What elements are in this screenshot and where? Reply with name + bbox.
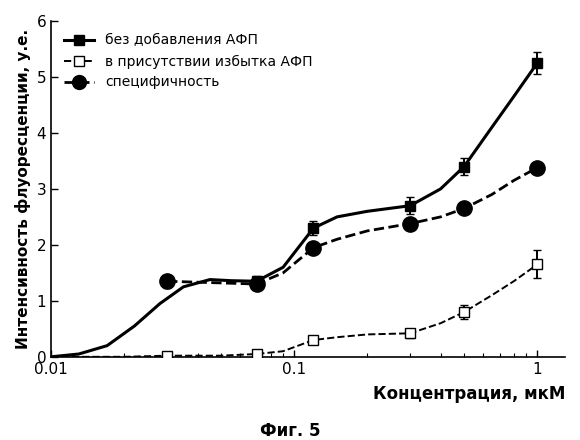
Text: Фиг. 5: Фиг. 5	[260, 422, 320, 440]
Legend: без добавления АФП, в присутствии избытка АФП, специфичность: без добавления АФП, в присутствии избытк…	[58, 28, 318, 95]
X-axis label: Концентрация, мкМ: Концентрация, мкМ	[372, 385, 565, 403]
Y-axis label: Интенсивность флуоресценции, у.е.: Интенсивность флуоресценции, у.е.	[15, 29, 31, 349]
